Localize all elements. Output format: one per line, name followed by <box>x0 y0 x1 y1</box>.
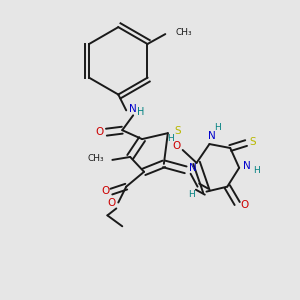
Text: H: H <box>137 107 145 117</box>
Text: H: H <box>214 123 221 132</box>
Text: N: N <box>243 161 251 171</box>
Text: H: H <box>188 190 195 199</box>
Text: H: H <box>167 134 174 142</box>
Text: H: H <box>254 166 260 175</box>
Text: N: N <box>129 104 137 114</box>
Text: O: O <box>95 127 104 137</box>
Text: CH₃: CH₃ <box>88 154 104 164</box>
Text: O: O <box>240 200 248 211</box>
Text: N: N <box>189 163 196 173</box>
Text: O: O <box>101 186 110 196</box>
Text: S: S <box>250 137 256 147</box>
Text: CH₃: CH₃ <box>175 28 192 37</box>
Text: O: O <box>172 141 181 151</box>
Text: S: S <box>174 126 181 136</box>
Text: N: N <box>208 131 215 141</box>
Text: O: O <box>107 199 116 208</box>
